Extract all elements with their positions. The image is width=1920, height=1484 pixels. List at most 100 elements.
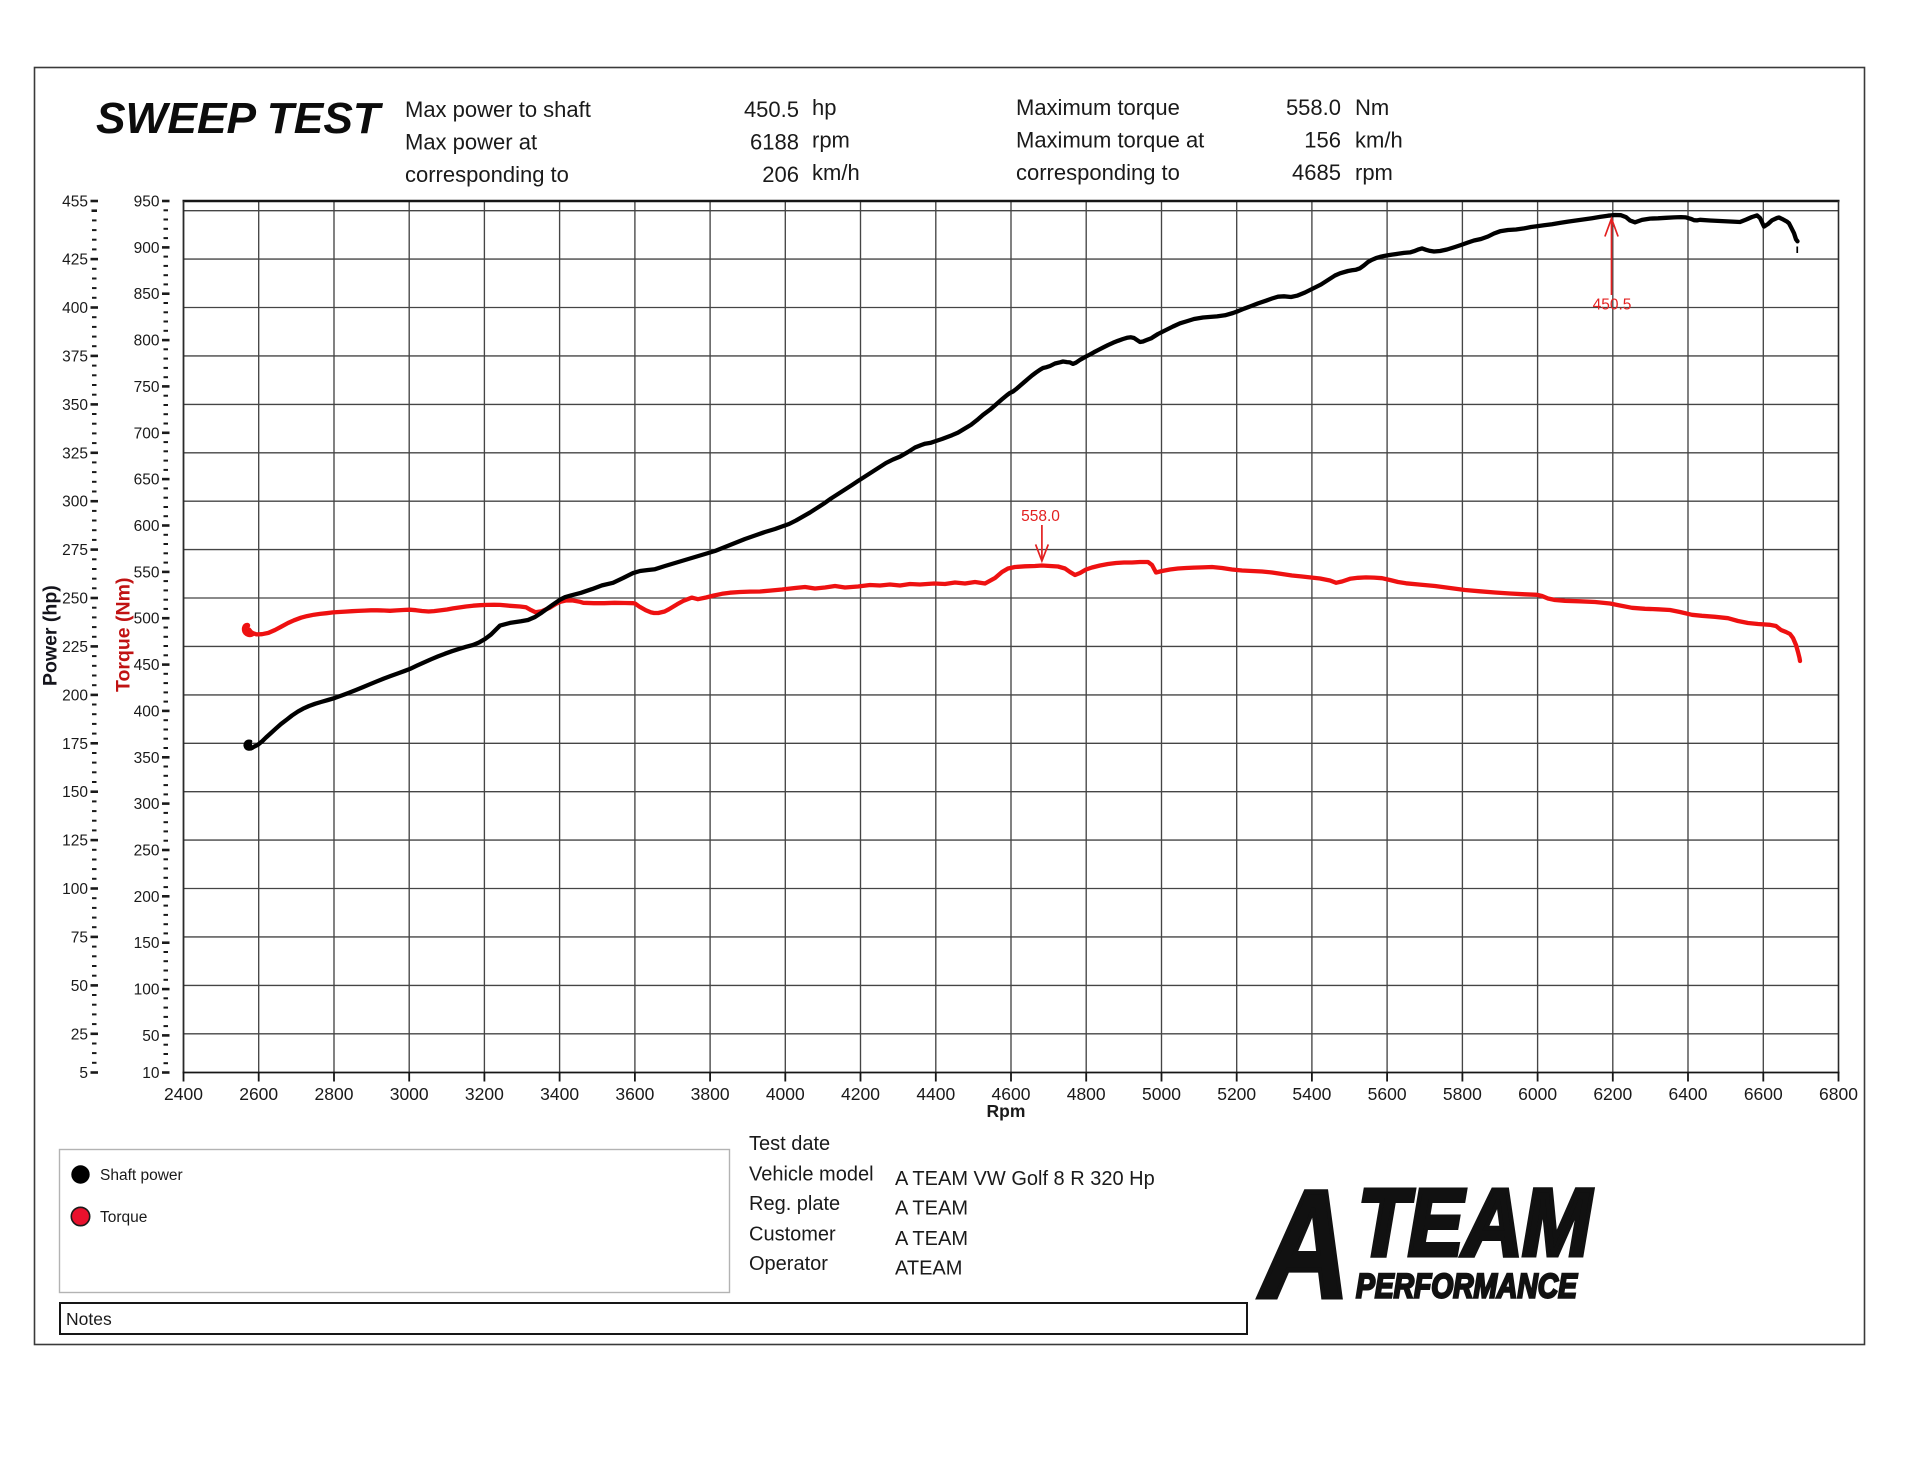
svg-text:4400: 4400 bbox=[916, 1084, 955, 1104]
svg-text:400: 400 bbox=[62, 300, 88, 317]
svg-text:corresponding to: corresponding to bbox=[1016, 160, 1180, 185]
svg-text:6000: 6000 bbox=[1518, 1084, 1557, 1104]
svg-text:A: A bbox=[1258, 1160, 1349, 1330]
svg-text:450.5: 450.5 bbox=[1593, 297, 1632, 314]
svg-text:5400: 5400 bbox=[1292, 1084, 1331, 1104]
svg-text:225: 225 bbox=[62, 639, 88, 656]
svg-text:750: 750 bbox=[134, 379, 160, 396]
svg-text:206: 206 bbox=[762, 162, 799, 187]
svg-text:3800: 3800 bbox=[691, 1084, 730, 1104]
svg-text:4000: 4000 bbox=[766, 1084, 805, 1104]
svg-text:600: 600 bbox=[134, 518, 160, 535]
svg-text:6800: 6800 bbox=[1819, 1084, 1858, 1104]
svg-text:800: 800 bbox=[134, 333, 160, 350]
svg-text:Vehicle model: Vehicle model bbox=[749, 1164, 874, 1186]
svg-text:6400: 6400 bbox=[1669, 1084, 1708, 1104]
svg-text:125: 125 bbox=[62, 833, 88, 850]
svg-text:200: 200 bbox=[134, 889, 160, 906]
svg-text:950: 950 bbox=[134, 194, 160, 211]
svg-text:400: 400 bbox=[134, 703, 160, 720]
svg-text:4600: 4600 bbox=[992, 1084, 1031, 1104]
svg-text:558.0: 558.0 bbox=[1021, 508, 1060, 525]
svg-text:250: 250 bbox=[62, 591, 88, 608]
svg-text:2800: 2800 bbox=[315, 1084, 354, 1104]
svg-text:km/h: km/h bbox=[812, 160, 860, 185]
svg-text:300: 300 bbox=[134, 796, 160, 813]
svg-text:A TEAM: A TEAM bbox=[895, 1228, 968, 1250]
svg-text:300: 300 bbox=[62, 494, 88, 511]
svg-text:350: 350 bbox=[134, 750, 160, 767]
svg-text:350: 350 bbox=[62, 397, 88, 414]
svg-text:200: 200 bbox=[62, 687, 88, 704]
svg-text:6200: 6200 bbox=[1593, 1084, 1632, 1104]
svg-text:3400: 3400 bbox=[540, 1084, 579, 1104]
svg-text:TEAM: TEAM bbox=[1358, 1170, 1593, 1276]
svg-text:km/h: km/h bbox=[1355, 128, 1403, 153]
svg-text:SWEEP TEST: SWEEP TEST bbox=[96, 94, 383, 143]
svg-text:455: 455 bbox=[62, 194, 88, 211]
svg-text:Test date: Test date bbox=[749, 1133, 830, 1155]
svg-text:425: 425 bbox=[62, 252, 88, 269]
svg-text:558.0: 558.0 bbox=[1286, 95, 1341, 120]
svg-text:450.5: 450.5 bbox=[744, 97, 799, 122]
svg-text:rpm: rpm bbox=[1355, 160, 1393, 185]
svg-text:5000: 5000 bbox=[1142, 1084, 1181, 1104]
svg-text:900: 900 bbox=[134, 240, 160, 257]
svg-text:5600: 5600 bbox=[1368, 1084, 1407, 1104]
svg-text:650: 650 bbox=[134, 472, 160, 489]
svg-text:325: 325 bbox=[62, 445, 88, 462]
svg-text:450: 450 bbox=[134, 657, 160, 674]
svg-text:Shaft power: Shaft power bbox=[100, 1167, 183, 1184]
svg-text:Torque: Torque bbox=[100, 1209, 147, 1226]
svg-text:Maximum torque at: Maximum torque at bbox=[1016, 128, 1204, 153]
svg-text:150: 150 bbox=[134, 935, 160, 952]
svg-text:Rpm: Rpm bbox=[987, 1101, 1026, 1121]
svg-text:375: 375 bbox=[62, 348, 88, 365]
svg-text:175: 175 bbox=[62, 736, 88, 753]
svg-text:ATEAM: ATEAM bbox=[895, 1258, 962, 1280]
svg-text:75: 75 bbox=[71, 929, 88, 946]
svg-text:6600: 6600 bbox=[1744, 1084, 1783, 1104]
svg-text:Power (hp): Power (hp) bbox=[40, 585, 62, 686]
svg-text:6188: 6188 bbox=[750, 130, 799, 155]
svg-text:Customer: Customer bbox=[749, 1224, 836, 1246]
svg-text:Notes: Notes bbox=[66, 1309, 112, 1329]
svg-text:50: 50 bbox=[71, 978, 89, 995]
svg-text:100: 100 bbox=[134, 982, 160, 999]
svg-text:2600: 2600 bbox=[239, 1084, 278, 1104]
svg-text:550: 550 bbox=[134, 564, 160, 581]
svg-text:25: 25 bbox=[71, 1026, 88, 1043]
svg-text:Max power to shaft: Max power to shaft bbox=[405, 97, 591, 122]
svg-text:850: 850 bbox=[134, 286, 160, 303]
svg-text:PERFORMANCE: PERFORMANCE bbox=[1356, 1268, 1578, 1306]
svg-text:3200: 3200 bbox=[465, 1084, 504, 1104]
svg-text:Nm: Nm bbox=[1355, 95, 1389, 120]
svg-text:Maximum torque: Maximum torque bbox=[1016, 95, 1180, 120]
svg-text:4800: 4800 bbox=[1067, 1084, 1106, 1104]
svg-text:3000: 3000 bbox=[390, 1084, 429, 1104]
svg-text:10: 10 bbox=[142, 1065, 160, 1082]
svg-text:5800: 5800 bbox=[1443, 1084, 1482, 1104]
svg-text:3600: 3600 bbox=[615, 1084, 654, 1104]
svg-text:hp: hp bbox=[812, 95, 836, 120]
svg-text:700: 700 bbox=[134, 425, 160, 442]
svg-text:4685: 4685 bbox=[1292, 160, 1341, 185]
svg-text:5200: 5200 bbox=[1217, 1084, 1256, 1104]
svg-text:100: 100 bbox=[62, 881, 88, 898]
svg-text:Reg. plate: Reg. plate bbox=[749, 1193, 840, 1215]
svg-text:156: 156 bbox=[1304, 128, 1341, 153]
svg-text:Torque (Nm): Torque (Nm) bbox=[113, 578, 135, 692]
svg-text:150: 150 bbox=[62, 784, 88, 801]
svg-text:A TEAM: A TEAM bbox=[895, 1198, 968, 1220]
svg-text:50: 50 bbox=[142, 1028, 160, 1045]
svg-text:4200: 4200 bbox=[841, 1084, 880, 1104]
svg-text:275: 275 bbox=[62, 542, 88, 559]
svg-text:Operator: Operator bbox=[749, 1253, 828, 1275]
svg-text:500: 500 bbox=[134, 611, 160, 628]
svg-text:A TEAM VW Golf 8 R 320 Hp: A TEAM VW Golf 8 R 320 Hp bbox=[895, 1168, 1155, 1190]
svg-text:corresponding to: corresponding to bbox=[405, 162, 569, 187]
svg-text:5: 5 bbox=[79, 1065, 88, 1082]
svg-text:rpm: rpm bbox=[812, 128, 850, 153]
svg-text:250: 250 bbox=[134, 843, 160, 860]
svg-text:2400: 2400 bbox=[164, 1084, 203, 1104]
